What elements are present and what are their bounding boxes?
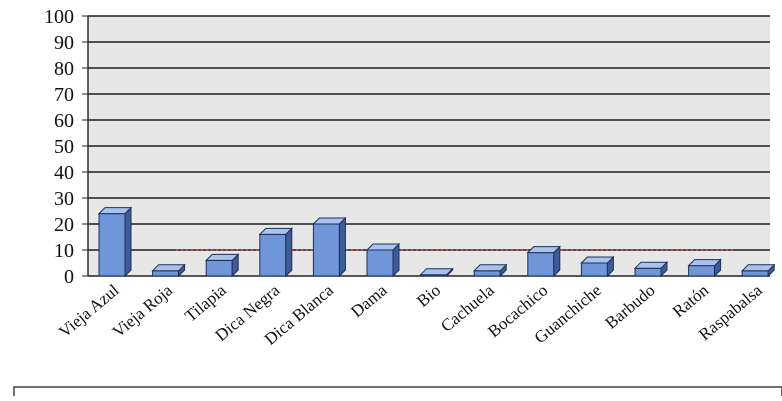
bar-top [580,256,615,264]
bar [688,265,716,277]
bar-top [526,246,562,254]
bar-top [312,217,347,225]
bar [366,249,394,277]
y-tick-label: 100 [44,6,74,28]
x-tick-label: Tilapia [181,280,230,325]
bar [152,270,180,277]
bar [259,233,287,277]
bar-top [740,264,776,272]
bar-side [285,227,293,278]
x-tick-label: Vieja Roja [109,280,177,341]
bar-top [633,261,669,269]
bar-top [204,253,240,261]
x-tick-label: Bio [413,281,444,311]
bar [98,213,126,277]
bar [473,270,501,277]
y-tick-label: 50 [54,136,74,158]
y-tick-label: 80 [54,58,74,80]
bar [312,223,340,277]
bar-top [687,259,722,267]
bar [205,259,233,277]
x-tick-label: Dama [347,280,391,321]
bar [741,270,769,277]
bar-top [151,264,186,272]
x-tick-label: Ratón [669,280,713,321]
bar-side [338,216,346,278]
bar-top [97,207,133,215]
y-tick-label: 90 [54,32,74,54]
y-tick-label: 70 [54,84,74,106]
bar-top [472,264,508,272]
y-tick-label: 10 [54,240,74,262]
y-tick-label: 40 [54,162,74,184]
bar-top [419,268,454,276]
bottom-frame [13,386,782,401]
y-tick-label: 60 [54,110,74,132]
bar-top [365,243,401,251]
bar [527,252,555,277]
y-tick-label: 20 [54,214,74,236]
y-tick-label: 0 [64,266,74,288]
bar-side [124,206,132,278]
y-tick-label: 30 [54,188,74,210]
bar [634,267,662,277]
bar [580,262,608,277]
bar-top [258,227,294,235]
x-tick-label: Barbudo [602,281,659,333]
